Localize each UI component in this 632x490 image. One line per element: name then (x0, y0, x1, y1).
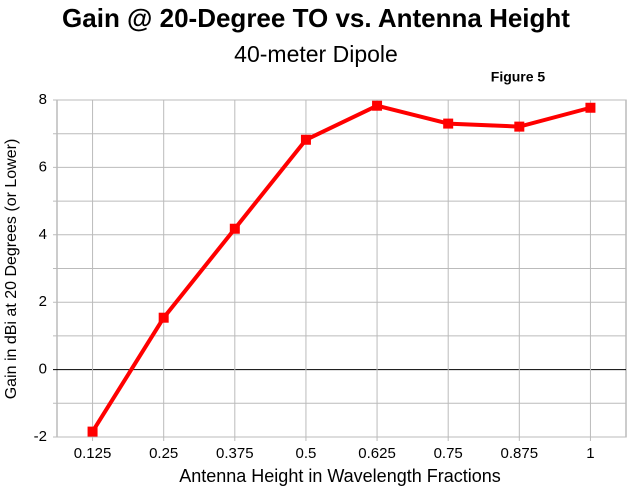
marker (158, 312, 169, 323)
annotation: Figure 5 (491, 69, 546, 85)
y-tick-label: -2 (34, 428, 47, 445)
x-tick-label: 0.25 (149, 445, 178, 462)
marker (87, 426, 98, 437)
y-tick-label: 6 (39, 158, 47, 175)
x-tick-label: 0.375 (216, 445, 254, 462)
y-tick-label: 4 (39, 226, 47, 243)
y-tick-label: 0 (39, 361, 47, 378)
chart-title: Gain @ 20-Degree TO vs. Antenna Height (62, 3, 570, 33)
x-tick-label: 0.125 (74, 445, 112, 462)
marker (514, 121, 525, 132)
marker (372, 100, 383, 111)
y-axis-label: Gain in dBi at 20 Degrees (or Lower) (3, 139, 20, 400)
x-tick-label: 0.875 (501, 445, 539, 462)
marker (443, 118, 454, 129)
x-tick-label: 1 (586, 445, 594, 462)
x-tick-label: 0.625 (358, 445, 396, 462)
marker (300, 134, 311, 145)
y-tick-label: 2 (39, 293, 47, 310)
x-axis-label: Antenna Height in Wavelength Fractions (179, 466, 501, 486)
x-tick-label: 0.75 (434, 445, 463, 462)
marker (229, 223, 240, 234)
x-tick-label: 0.5 (296, 445, 317, 462)
y-tick-label: 8 (39, 91, 47, 108)
chart-subtitle: 40-meter Dipole (234, 41, 398, 67)
marker (585, 102, 596, 113)
line (90, 103, 591, 433)
